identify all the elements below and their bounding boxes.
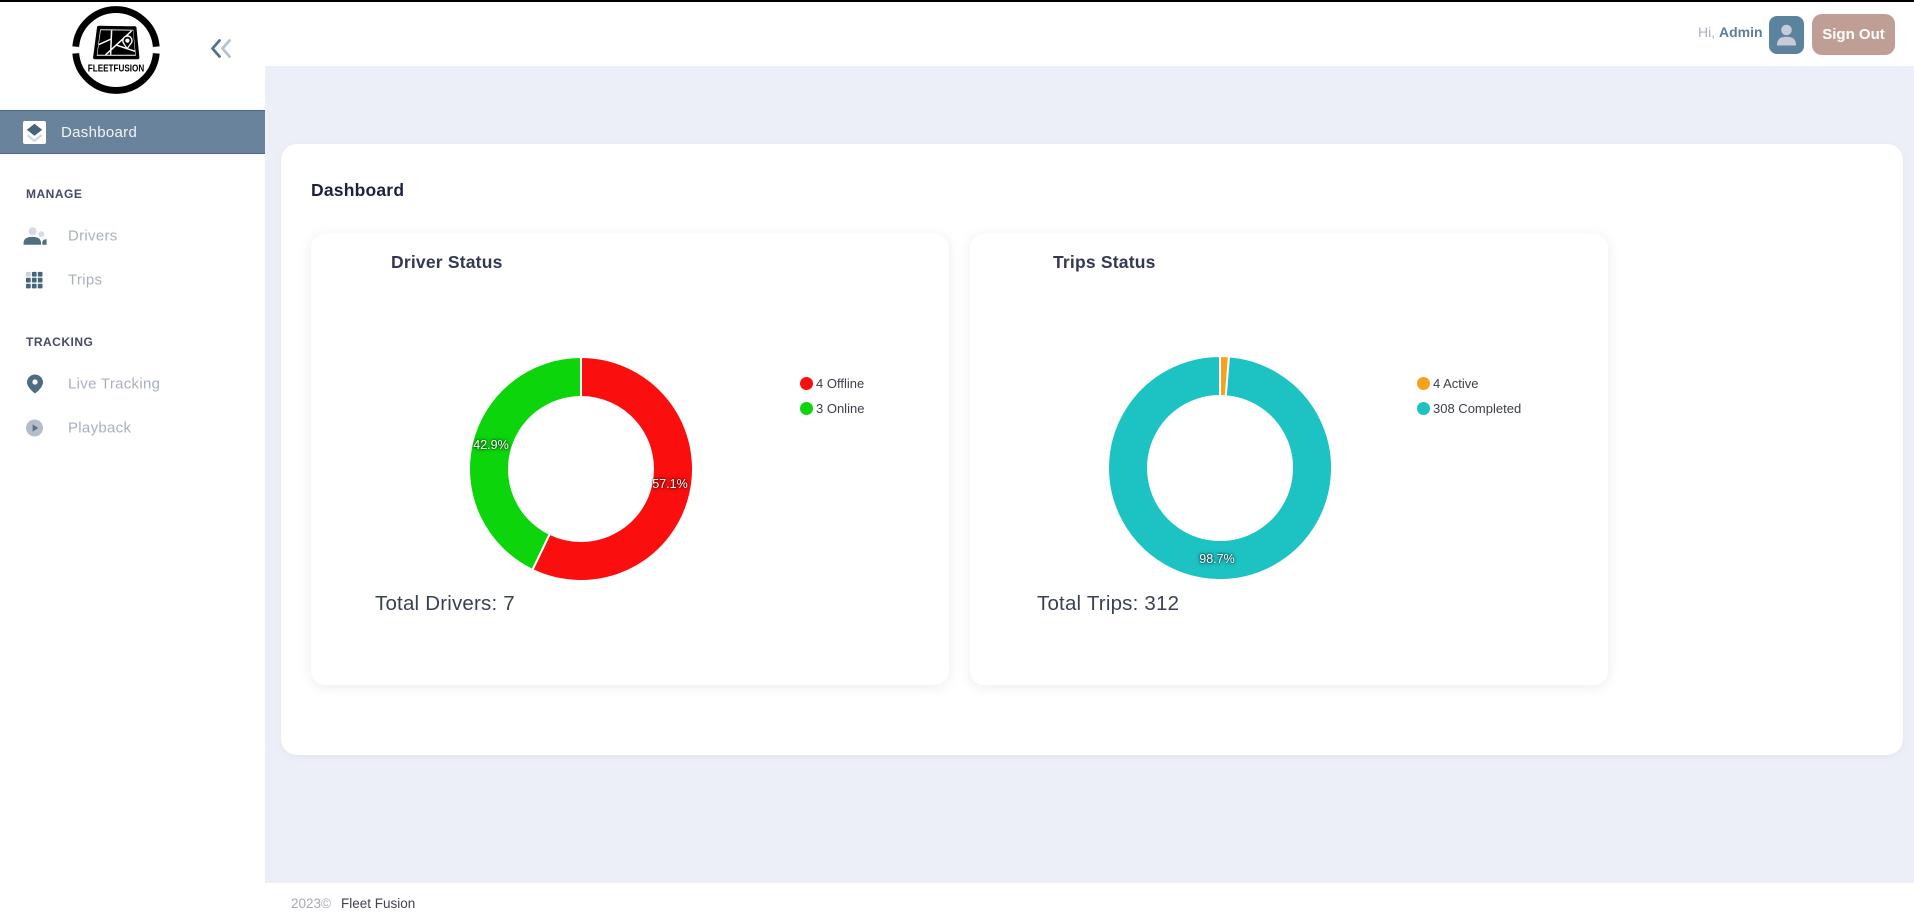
svg-text:FLEETFUSION: FLEETFUSION [88,62,145,74]
